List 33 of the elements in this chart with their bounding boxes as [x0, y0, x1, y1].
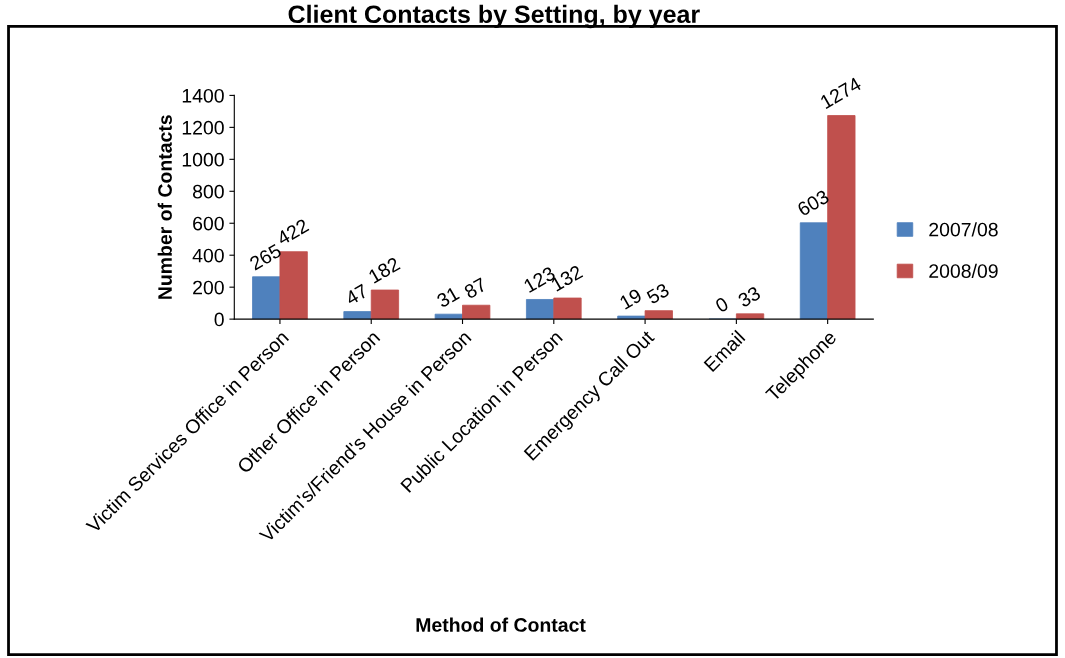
legend-label: 2007/08: [929, 222, 998, 237]
bar: [799, 222, 829, 320]
bar: [252, 276, 281, 320]
bar: [553, 297, 582, 320]
y-tick-label: 1400: [182, 88, 224, 103]
x-axis-title: Method of Contact: [416, 617, 586, 632]
y-axis-title: Number of Contacts: [157, 115, 172, 299]
legend-label: 2008/09: [929, 263, 998, 278]
y-tick-label: 200: [193, 280, 224, 295]
data-label: 87: [463, 277, 488, 300]
y-tick-label: 0: [214, 312, 224, 327]
y-tick-label: 600: [193, 216, 224, 231]
data-label: 265: [248, 243, 283, 271]
data-label: 0: [714, 296, 730, 314]
data-label: 603: [796, 189, 830, 217]
y-tick-label: 1200: [182, 120, 224, 135]
data-label: 47: [344, 283, 369, 306]
y-tick-label: 400: [192, 248, 224, 263]
bar: [370, 289, 400, 320]
data-label: 422: [275, 218, 310, 246]
data-label: 182: [367, 256, 401, 284]
data-label: 53: [645, 282, 671, 305]
y-tick-label: 800: [192, 184, 224, 199]
bar: [827, 115, 856, 320]
data-label: 1274: [819, 76, 863, 109]
bar: [279, 251, 308, 320]
data-label: 33: [737, 285, 762, 308]
bar: [525, 299, 555, 320]
bar: [644, 310, 673, 320]
data-label: 31: [435, 286, 460, 309]
data-label: 19: [619, 288, 643, 310]
bar: [462, 304, 491, 320]
y-tick-label: 1000: [182, 152, 224, 167]
